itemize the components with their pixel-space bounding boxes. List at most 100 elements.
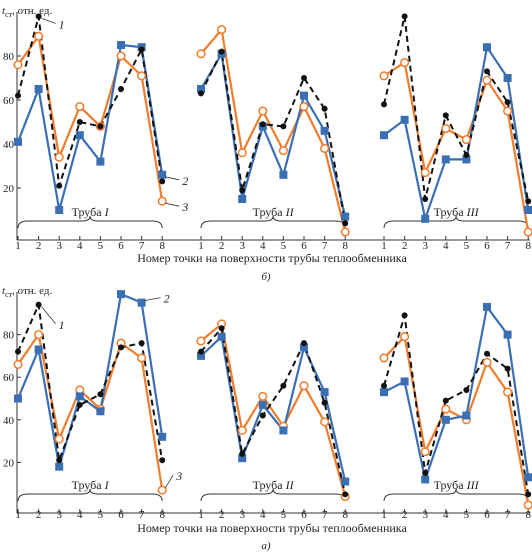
series-1-point — [342, 491, 349, 498]
x-tick-label: 3 — [239, 240, 245, 252]
series-2-point — [503, 74, 512, 82]
series-1-line — [383, 16, 530, 202]
series-2-point — [462, 411, 471, 420]
chart-panel-b: 20 40 60 80 tст, отн. ед. 1 2 3 4 5 6 7 8 Труба I 1 2 3 4… — [2, 5, 532, 283]
series-1-point — [198, 90, 204, 97]
callout-label-1: 1 — [59, 17, 65, 31]
group-i: 1 2 3 4 5 6 7 8 Труба I — [13, 290, 167, 521]
series-1-point — [280, 123, 287, 130]
series-3-line — [383, 334, 530, 506]
series-1-line — [17, 301, 164, 461]
series-2-point — [441, 415, 450, 424]
series-2-point — [75, 131, 84, 140]
group-label: Труба III — [434, 478, 480, 492]
x-tick-label: 2 — [219, 509, 225, 521]
x-tick-label: 8 — [342, 240, 348, 252]
series-1-point — [159, 457, 166, 464]
x-tick-label: 5 — [281, 240, 287, 252]
series-2-point — [158, 432, 167, 441]
callout-label-1: 1 — [59, 318, 65, 332]
series-2-point — [75, 392, 84, 401]
series-3-point — [299, 381, 309, 391]
series-2-point — [55, 206, 64, 214]
series-3-point — [196, 336, 206, 346]
x-tick-label: 3 — [56, 509, 62, 521]
series-3-point — [461, 135, 471, 145]
group-label-numeral: II — [285, 478, 295, 492]
x-tick-label: 2 — [402, 509, 408, 521]
group-iii: 1 2 3 4 5 6 7 8 Труба III — [379, 13, 532, 252]
series-1-point — [118, 86, 124, 92]
callout-leader-2 — [144, 297, 161, 302]
x-tick-label: 4 — [260, 509, 266, 521]
group-brace — [383, 215, 529, 229]
x-tick-label: 8 — [342, 509, 348, 521]
series-3-point — [340, 227, 350, 237]
x-tick-label: 8 — [159, 240, 165, 252]
group-i: 1 2 3 4 5 6 7 8 Труба I — [13, 13, 167, 252]
series-2-point — [197, 85, 205, 93]
y-tick-label: 40 — [3, 139, 15, 151]
series-3-point — [503, 106, 513, 116]
y-tick-label: 80 — [3, 330, 15, 342]
series-2-point — [34, 85, 43, 93]
group-ii: 1 2 3 4 5 6 7 8 Труба II — [196, 25, 350, 252]
series-3-point — [13, 60, 23, 70]
series-2-point — [341, 212, 350, 221]
group-label: Труба III — [434, 205, 480, 219]
series-3-point — [482, 75, 492, 85]
x-tick-label: 4 — [260, 240, 266, 252]
x-tick-label: 6 — [484, 240, 490, 252]
x-tick-label: 4 — [443, 240, 449, 252]
y-tick-label: 60 — [3, 95, 15, 107]
x-tick-label: 4 — [77, 240, 83, 252]
series-3-point — [116, 51, 126, 61]
series-3-point — [400, 332, 410, 342]
x-tick-label: 7 — [505, 509, 511, 521]
series-2-point — [279, 426, 288, 435]
group-label-text: Труба — [72, 478, 105, 492]
group-label: Труба I — [72, 205, 110, 219]
group-label-numeral: I — [104, 205, 110, 219]
series-1-line — [200, 48, 347, 224]
series-3-point — [137, 353, 147, 363]
x-tick-label: 7 — [139, 240, 145, 252]
series-3-point — [137, 71, 147, 81]
series-3-point — [420, 168, 430, 178]
group-label: Труба I — [72, 478, 110, 492]
callout-label-2: 2 — [182, 174, 188, 188]
x-tick-label: 8 — [525, 509, 531, 521]
x-tick-label: 5 — [98, 240, 104, 252]
x-tick-label: 2 — [402, 240, 408, 252]
series-2-point — [300, 91, 308, 100]
series-3-point — [258, 391, 268, 401]
series-2-line — [383, 44, 530, 223]
x-tick-label: 1 — [15, 240, 21, 252]
series-3-point — [441, 404, 451, 414]
series-2-point — [524, 473, 532, 482]
x-tick-label: 8 — [525, 240, 531, 252]
series-1-point — [321, 399, 328, 406]
series-3-point — [54, 434, 64, 444]
series-2-point — [421, 475, 430, 484]
series-3-point — [157, 196, 167, 206]
x-tick-label: 7 — [322, 509, 328, 521]
x-tick-label: 6 — [118, 509, 124, 521]
series-2-point — [400, 115, 409, 124]
group-label-text: Труба — [434, 478, 467, 492]
group-brace — [383, 488, 529, 502]
series-1-point — [15, 92, 21, 99]
series-2-point — [462, 155, 471, 164]
series-1-point — [198, 348, 204, 355]
series-1-point — [401, 312, 408, 319]
series-3-point — [34, 330, 44, 340]
x-tick-label: 7 — [139, 509, 145, 521]
x-tick-label: 5 — [464, 240, 470, 252]
series-2-point — [96, 407, 105, 416]
series-3-point — [482, 357, 492, 367]
series-1-point — [301, 340, 307, 347]
callout-label-3: 3 — [175, 469, 182, 483]
series-3-point — [320, 417, 330, 427]
x-tick-label: 1 — [15, 509, 21, 521]
series-3-point — [217, 25, 227, 35]
